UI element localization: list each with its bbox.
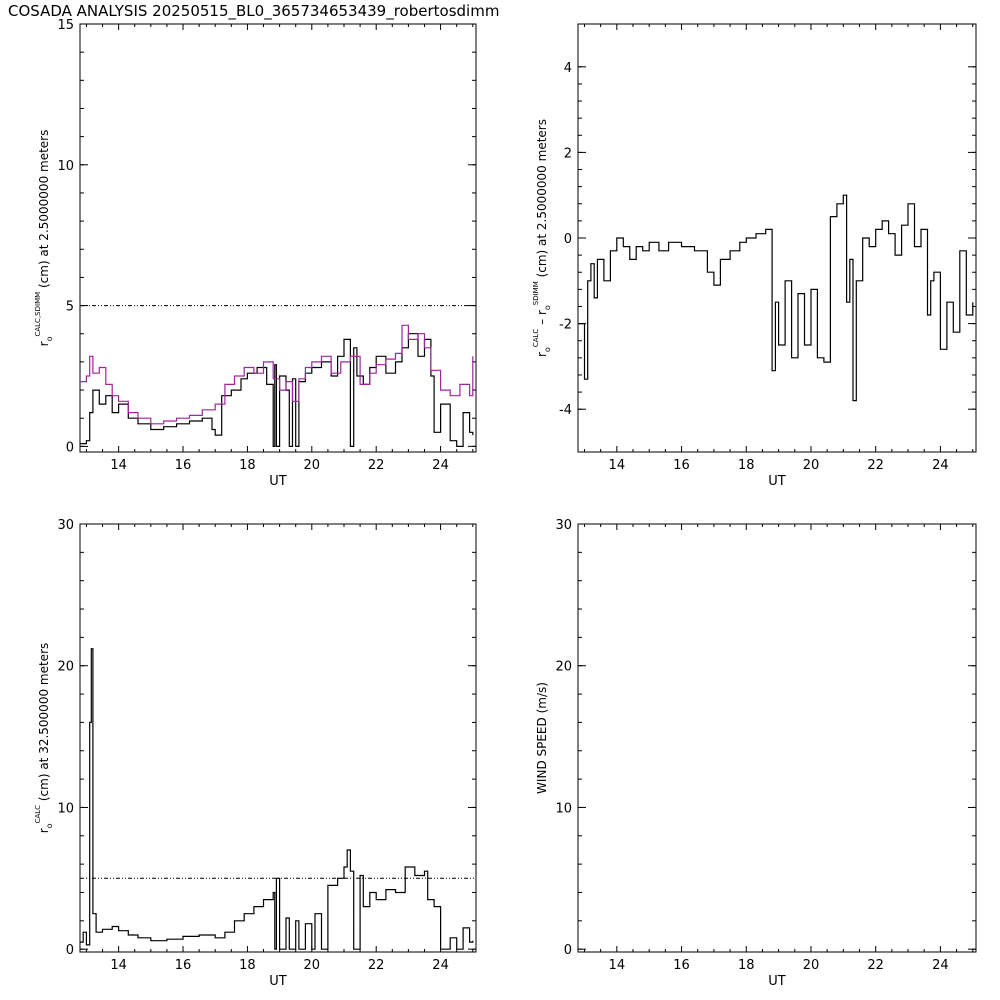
x-axis-label: UT bbox=[269, 474, 287, 489]
x-tick-label: 18 bbox=[738, 958, 755, 973]
x-tick-label: 20 bbox=[803, 958, 820, 973]
x-tick-label: 18 bbox=[738, 458, 755, 473]
y-axis-label: roCALC – roSDIMM (cm) at 2.5000000 meter… bbox=[532, 119, 552, 357]
x-tick-label: 14 bbox=[110, 958, 127, 973]
series-line-sdimm bbox=[80, 324, 474, 425]
x-tick-label: 20 bbox=[304, 958, 321, 973]
x-tick-label: 14 bbox=[110, 458, 127, 473]
y-tick-label: 20 bbox=[57, 660, 74, 675]
x-tick-label: 22 bbox=[368, 458, 385, 473]
y-tick-label: 2 bbox=[564, 146, 572, 161]
x-tick-label: 20 bbox=[803, 458, 820, 473]
x-tick-label: 16 bbox=[673, 958, 690, 973]
plot-frame bbox=[79, 23, 477, 453]
series-line-calc bbox=[80, 333, 474, 447]
x-tick-label: 20 bbox=[304, 458, 321, 473]
x-axis-label: UT bbox=[768, 974, 786, 989]
y-tick-label: 4 bbox=[564, 61, 572, 76]
x-tick-label: 18 bbox=[239, 458, 256, 473]
chart-panel-1: 14 16 18 20 22 24 0 5 10 15 UT roCALC,SDIMM (cm) at… bbox=[34, 18, 477, 489]
plot-frame bbox=[577, 523, 977, 953]
x-tick-label: 24 bbox=[932, 958, 949, 973]
x-tick-label: 24 bbox=[432, 958, 449, 973]
y-tick-label: -2 bbox=[559, 318, 572, 333]
figure-title: COSADA ANALYSIS 20250515_BL0_36573465343… bbox=[8, 2, 500, 20]
chart-panel-3: 14 16 18 20 22 24 0 10 20 30 UT roCALC (cm) at 32.5… bbox=[34, 518, 477, 989]
y-axis-label: WIND SPEED (m/s) bbox=[535, 682, 549, 794]
series-line-calc bbox=[80, 648, 474, 950]
series-line-calc bbox=[578, 194, 974, 402]
x-tick-label: 16 bbox=[673, 458, 690, 473]
y-tick-label: 15 bbox=[57, 18, 74, 33]
x-axis-label: UT bbox=[269, 974, 287, 989]
x-tick-label: 14 bbox=[609, 458, 626, 473]
x-tick-label: 16 bbox=[175, 458, 192, 473]
y-axis-label: roCALC,SDIMM (cm) at 2.5000000 meters bbox=[34, 130, 54, 347]
y-tick-label: -4 bbox=[559, 403, 572, 418]
y-tick-label: 10 bbox=[555, 801, 572, 816]
y-tick-label: 0 bbox=[564, 232, 572, 247]
x-tick-label: 22 bbox=[368, 958, 385, 973]
y-tick-label: 0 bbox=[66, 943, 74, 958]
x-tick-label: 24 bbox=[932, 458, 949, 473]
x-tick-label: 22 bbox=[867, 958, 884, 973]
y-tick-label: 0 bbox=[66, 440, 74, 455]
y-tick-label: 20 bbox=[555, 660, 572, 675]
x-tick-label: 24 bbox=[432, 458, 449, 473]
x-axis-label: UT bbox=[768, 474, 786, 489]
plot-frame bbox=[577, 23, 977, 453]
x-tick-label: 16 bbox=[175, 958, 192, 973]
y-tick-label: 0 bbox=[564, 943, 572, 958]
x-tick-label: 14 bbox=[609, 958, 626, 973]
y-axis-label: roCALC (cm) at 32.500000 meters bbox=[34, 643, 54, 834]
chart-panel-4: 14 16 18 20 22 24 0 10 20 30 UT WIND SPEED (m/s) bbox=[535, 518, 977, 989]
y-tick-label: 5 bbox=[66, 300, 74, 315]
y-tick-label: 10 bbox=[57, 159, 74, 174]
y-tick-label: 30 bbox=[555, 518, 572, 533]
y-tick-label: 30 bbox=[57, 518, 74, 533]
x-tick-label: 18 bbox=[239, 958, 256, 973]
y-tick-label: 10 bbox=[57, 801, 74, 816]
x-tick-label: 22 bbox=[867, 458, 884, 473]
plot-frame bbox=[79, 523, 477, 953]
